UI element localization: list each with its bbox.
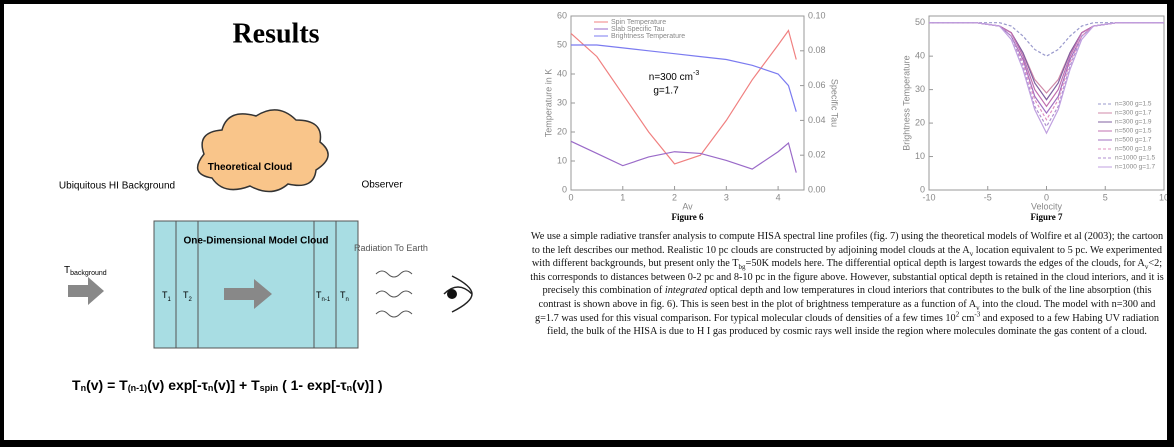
arrow xyxy=(68,277,104,305)
x-tick-label: 5 xyxy=(1103,192,1108,202)
y-tick-label: 60 xyxy=(557,10,567,20)
equation: Tn(v) = T(n-1)(v) exp[-τn(v)] + Tspin ( … xyxy=(72,377,383,394)
body-text: We use a simple radiative transfer analy… xyxy=(530,231,1164,338)
legend-label: Slab Specific Tau xyxy=(611,26,665,33)
y-tick-label: 20 xyxy=(915,117,925,127)
eye xyxy=(443,275,473,313)
y-tick-label: 10 xyxy=(915,151,925,161)
cell: T1 xyxy=(162,290,172,302)
series-line xyxy=(570,29,797,165)
canvas: Results Theoretical Cloud Ubiquitous HI … xyxy=(59,10,1167,394)
x-tick-label: 4 xyxy=(776,192,781,202)
y-axis-label: Temperature in K xyxy=(543,69,553,138)
legend-label: n=300 g=1.7 xyxy=(1115,110,1152,117)
y-tick-label: 30 xyxy=(557,97,567,107)
poster: Results Theoretical Cloud Ubiquitous HI … xyxy=(4,4,1167,440)
y2-tick-label: 0.06 xyxy=(808,80,826,90)
cell: Tn-1 xyxy=(316,290,331,302)
x-tick-label: -10 xyxy=(922,192,935,202)
arrow xyxy=(224,279,272,309)
y2-axis-label: Specific Tau xyxy=(830,79,840,127)
x-tick-label: 2 xyxy=(672,192,677,202)
background-label: Tbackground xyxy=(64,265,107,277)
y2-tick-label: 0.10 xyxy=(808,10,826,20)
series-line xyxy=(571,44,797,112)
y-tick-label: 0 xyxy=(562,184,567,194)
y-tick-label: 40 xyxy=(915,51,925,61)
y-tick-label: 10 xyxy=(557,155,567,165)
y-tick-label: 30 xyxy=(915,84,925,94)
cell: Tn xyxy=(340,290,349,302)
radiation-label: Radiation To Earth xyxy=(354,243,428,253)
x-tick-label: -5 xyxy=(984,192,992,202)
x-axis-label: Av xyxy=(682,201,693,211)
y2-tick-label: 0.08 xyxy=(808,45,826,55)
x-tick-label: 10 xyxy=(1159,192,1167,202)
series-line xyxy=(929,22,1164,57)
annotation: n=300 cm-3 xyxy=(649,70,700,83)
series-line xyxy=(929,22,1164,101)
y-tick-label: 40 xyxy=(557,68,567,78)
legend-label: n=500 g=1.5 xyxy=(1115,128,1152,135)
x-tick-label: 0 xyxy=(568,192,573,202)
legend-label: n=300 g=1.9 xyxy=(1115,119,1152,126)
legend-label: Brightness Temperature xyxy=(611,33,685,40)
legend-label: n=1000 g=1.7 xyxy=(1115,164,1156,171)
y2-tick-label: 0.02 xyxy=(808,150,826,160)
y-tick-label: 0 xyxy=(920,184,925,194)
annotation: g=1.7 xyxy=(653,86,679,97)
series-line xyxy=(929,22,1164,135)
legend-label: n=500 g=1.9 xyxy=(1115,146,1152,153)
cloud-label: Theoretical Cloud xyxy=(208,162,292,173)
caption: Figure 7 xyxy=(1030,212,1063,222)
x-tick-label: 3 xyxy=(724,192,729,202)
x-tick-label: 1 xyxy=(620,192,625,202)
diagram: Results Theoretical Cloud Ubiquitous HI … xyxy=(59,18,473,394)
title: Results xyxy=(232,18,319,49)
y-axis-label: Brightness Temperature xyxy=(901,55,911,150)
left-label: Ubiquitous HI Background xyxy=(59,181,175,192)
caption: Figure 6 xyxy=(671,212,704,222)
y-tick-label: 50 xyxy=(557,39,567,49)
x-tick-label: 0 xyxy=(1044,192,1049,202)
y2-tick-label: 0.04 xyxy=(808,115,826,125)
cloud xyxy=(196,109,329,193)
plot-frame xyxy=(570,15,805,191)
series-line xyxy=(929,22,1164,94)
legend-label: n=500 g=1.7 xyxy=(1115,137,1152,144)
cell: T2 xyxy=(183,290,193,302)
y2-tick-label: 0.00 xyxy=(808,184,826,194)
legend-label: n=300 g=1.5 xyxy=(1115,101,1152,108)
pupil xyxy=(447,289,457,299)
x-axis-label: Velocity xyxy=(1031,201,1063,211)
cells: T1 T2 Tn-1 Tn xyxy=(162,290,349,302)
y-tick-label: 50 xyxy=(915,17,925,27)
box-title: One-Dimensional Model Cloud xyxy=(183,236,328,247)
legend-label: Spin Temperature xyxy=(611,19,666,26)
series-line xyxy=(570,140,797,173)
waves xyxy=(375,270,413,318)
y-tick-label: 20 xyxy=(557,126,567,136)
legend-label: n=1000 g=1.5 xyxy=(1115,155,1156,162)
right-label: Observer xyxy=(361,180,403,191)
